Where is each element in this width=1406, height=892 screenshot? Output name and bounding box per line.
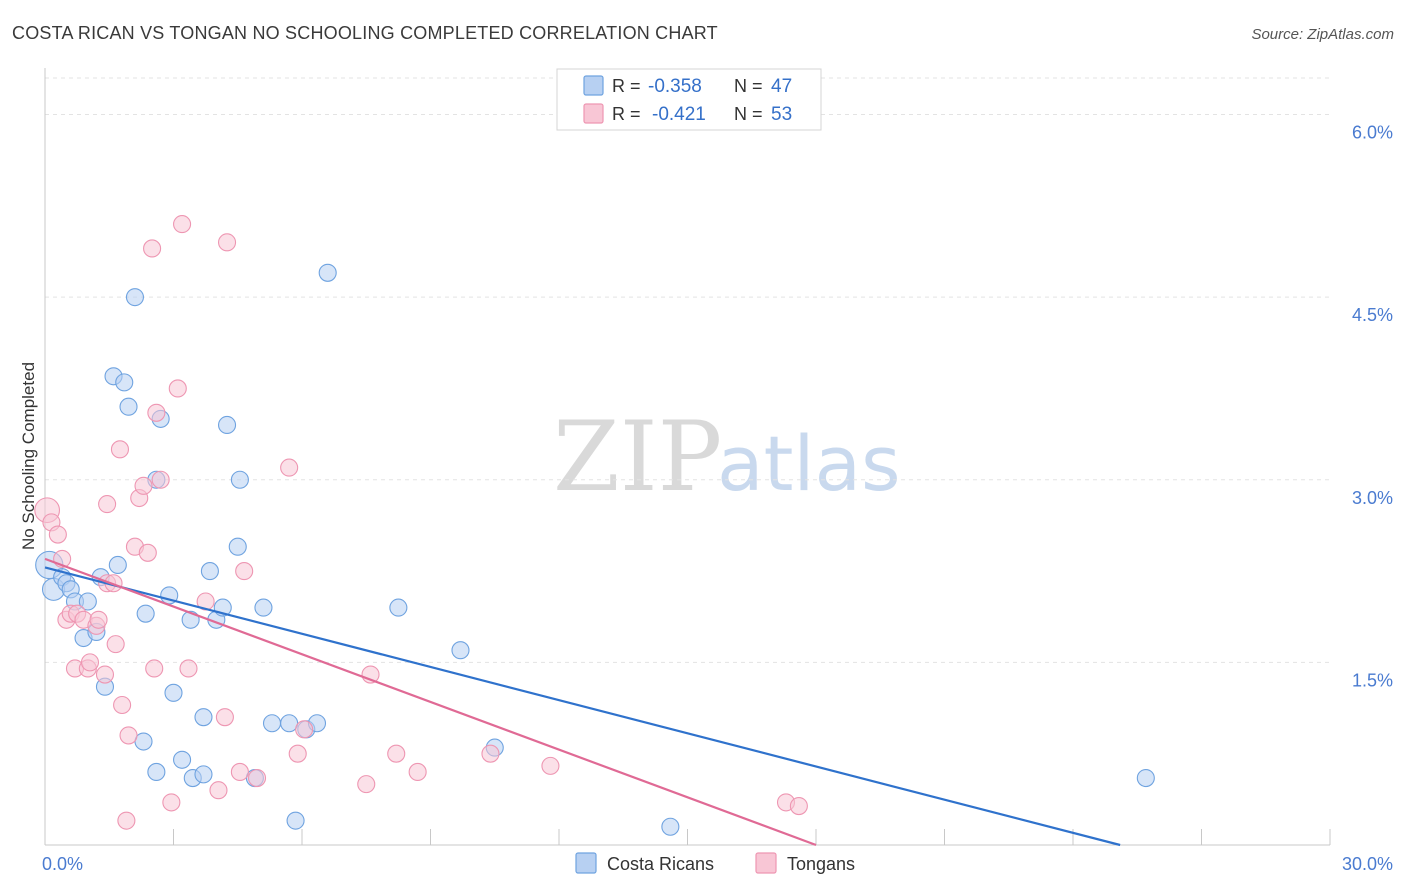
tongan-point-32	[173, 215, 192, 234]
costa-rican-point-27	[194, 708, 213, 727]
costa-rican-point-42	[389, 598, 408, 617]
tongan-point-36	[215, 708, 234, 727]
tongan-point-40	[247, 768, 267, 788]
costa-rican-point-17	[136, 604, 155, 623]
costa-rican-point-45	[661, 817, 680, 836]
costa-rican-point-31	[217, 415, 237, 435]
bottom-legend-swatch-costa-ricans	[575, 852, 597, 874]
tongan-point-30	[162, 793, 181, 812]
y-tick-labels: 1.5% 3.0% 4.5% 6.0%	[1352, 123, 1393, 691]
tongan-point-33	[179, 659, 198, 678]
costa-rican-point-7	[78, 592, 97, 611]
trend-lines	[44, 557, 1121, 847]
costa-rican-trend-line	[44, 566, 1121, 847]
legend-r-label-tongans: R =	[612, 104, 641, 124]
tongan-point-37	[217, 233, 237, 252]
tongan-point-2	[48, 525, 67, 544]
costa-rican-point-12	[108, 555, 127, 575]
tongan-point-47	[408, 762, 427, 782]
tongan-point-46	[387, 744, 406, 763]
costa-rican-point-33	[230, 470, 249, 489]
costa-rican-point-26	[194, 765, 213, 784]
costa-rican-point-15	[125, 288, 144, 307]
tongan-point-42	[288, 744, 307, 763]
costa-rican-point-35	[254, 598, 273, 617]
watermark-zip: ZIP	[553, 401, 722, 513]
tongan-point-10	[80, 653, 100, 672]
y-tick-label-3: 6.0%	[1352, 123, 1393, 143]
legend-r-value-tongans: -0.421	[652, 104, 706, 125]
bottom-legend-swatch-tongans	[755, 852, 777, 874]
tongan-point-17	[106, 635, 125, 654]
tongan-point-41	[280, 458, 299, 477]
costa-rican-point-28	[200, 562, 219, 581]
tongan-point-28	[147, 403, 166, 422]
x-tick-label-max: 30.0%	[1342, 854, 1393, 874]
tongan-point-19	[113, 695, 132, 715]
costa-rican-point-41	[318, 263, 337, 282]
chart-title: COSTA RICAN VS TONGAN NO SCHOOLING COMPL…	[12, 23, 718, 43]
legend-n-value-costa-ricans: 47	[771, 76, 792, 97]
costa-rican-point-23	[173, 750, 192, 769]
tongan-point-15	[98, 495, 117, 514]
tongan-point-29	[151, 470, 170, 489]
costa-rican-point-14	[119, 397, 138, 416]
tongan-point-38	[230, 762, 249, 782]
costa-rican-point-46	[1136, 768, 1155, 788]
tongan-point-49	[541, 756, 560, 775]
costa-rican-point-13	[115, 373, 134, 392]
legend-n-value-tongans: 53	[771, 104, 792, 125]
tongan-point-21	[119, 726, 138, 745]
legend-r-value-costa-ricans: -0.358	[648, 76, 702, 97]
tongan-point-18	[110, 440, 130, 459]
tongan-point-44	[357, 775, 376, 794]
tongan-point-24	[134, 476, 153, 495]
bottom-legend: Costa Ricans Tongans	[575, 852, 855, 874]
costa-rican-point-22	[164, 683, 183, 702]
costa-rican-point-38	[286, 811, 305, 830]
watermark: ZIP atlas	[553, 401, 901, 513]
tongan-trend-line	[44, 557, 817, 847]
costa-rican-point-18	[147, 762, 166, 782]
costa-rican-point-43	[451, 641, 470, 660]
tongan-point-13	[95, 665, 115, 684]
legend-n-label-tongans: N =	[734, 104, 763, 124]
costa-rican-point-32	[228, 537, 247, 556]
legend-box: R = -0.358 N = 47 R = -0.421 N = 53	[556, 68, 822, 131]
y-axis-label: No Schooling Completed	[19, 362, 38, 550]
tongan-point-26	[143, 239, 162, 258]
tongan-point-39	[235, 562, 254, 581]
costa-rican-point-36	[262, 714, 282, 733]
watermark-atlas: atlas	[717, 419, 901, 508]
legend-swatch-costa-ricans	[583, 75, 604, 96]
tongan-point-35	[209, 781, 228, 800]
tongan-point-20	[117, 811, 136, 830]
series-costa-ricans-points	[35, 263, 1155, 836]
legend-n-label-costa-ricans: N =	[734, 76, 763, 96]
tongan-point-31	[168, 379, 187, 398]
y-tick-label-1: 3.0%	[1352, 488, 1393, 508]
y-tick-label-0: 1.5%	[1352, 670, 1393, 690]
legend-r-label-costa-ricans: R =	[612, 76, 641, 96]
tongan-point-27	[145, 659, 164, 678]
tongan-point-25	[138, 543, 157, 562]
x-tick-label-min: 0.0%	[42, 854, 83, 874]
bottom-legend-label-tongans: Tongans	[787, 854, 855, 874]
x-tick-labels: 0.0% 30.0%	[42, 854, 1393, 874]
tongan-point-48	[481, 744, 500, 763]
tongan-point-43	[295, 720, 314, 739]
chart-source: Source: ZipAtlas.com	[1251, 26, 1394, 43]
y-tick-label-2: 4.5%	[1352, 305, 1393, 325]
tongan-point-51	[789, 796, 808, 816]
tongan-point-12	[89, 610, 108, 629]
bottom-legend-label-costa-ricans: Costa Ricans	[607, 854, 714, 874]
legend-swatch-tongans	[583, 103, 604, 124]
